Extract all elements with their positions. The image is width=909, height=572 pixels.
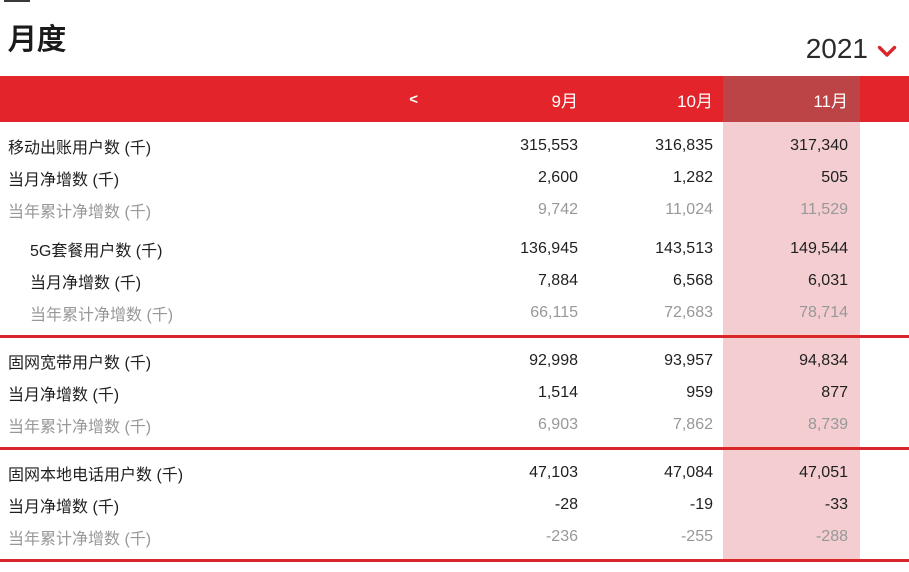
value-cell: 94,834 bbox=[799, 352, 848, 369]
value-cell: 7,862 bbox=[672, 416, 713, 433]
highlight-column-background bbox=[723, 122, 860, 559]
table-row: 固网宽带用户数 (千) 92,998 93,957 94,834 bbox=[0, 345, 909, 377]
row-label: 5G套餐用户数 (千) bbox=[30, 243, 163, 260]
table-row: 固网本地电话用户数 (千) 47,103 47,084 47,051 bbox=[0, 457, 909, 489]
row-label: 固网本地电话用户数 (千) bbox=[8, 467, 184, 484]
table-section-2: 固网宽带用户数 (千) 92,998 93,957 94,834 当月净增数 (千) 1,… bbox=[0, 338, 909, 447]
row-label: 当月净增数 (千) bbox=[8, 499, 120, 516]
page-title: 月度 bbox=[8, 24, 67, 56]
sub-group: 5G套餐用户数 (千) 136,945 143,513 149,544 当月净增数 (千… bbox=[0, 233, 909, 329]
value-cell: 877 bbox=[821, 384, 848, 401]
table-row: 当年累计净增数 (千) -236 -255 -288 bbox=[0, 521, 909, 553]
year-value: 2021 bbox=[805, 33, 868, 64]
value-cell: 72,683 bbox=[664, 304, 713, 321]
value-cell: 136,945 bbox=[520, 240, 578, 257]
value-cell: 959 bbox=[686, 384, 713, 401]
table-row: 当年累计净增数 (千) 6,903 7,862 8,739 bbox=[0, 409, 909, 441]
month-header-oct: 10月 bbox=[677, 91, 713, 111]
scroll-prev-button[interactable]: < bbox=[409, 90, 418, 108]
value-cell: 2,600 bbox=[537, 169, 578, 186]
value-cell: -28 bbox=[554, 496, 578, 513]
value-cell: 6,903 bbox=[537, 416, 578, 433]
chevron-down-icon bbox=[877, 41, 897, 58]
section-divider bbox=[0, 335, 909, 338]
year-dropdown[interactable]: 2021 bbox=[806, 34, 897, 64]
table-row: 5G套餐用户数 (千) 136,945 143,513 149,544 bbox=[0, 233, 909, 265]
group: 移动出账用户数 (千) 315,553 316,835 317,340 当月净增数 (千… bbox=[0, 130, 909, 226]
value-cell: -33 bbox=[824, 496, 848, 513]
value-cell: -19 bbox=[689, 496, 713, 513]
value-cell: 8,739 bbox=[807, 416, 848, 433]
value-cell: 47,103 bbox=[529, 464, 578, 481]
value-cell: 317,340 bbox=[790, 137, 848, 154]
value-cell: 315,553 bbox=[520, 137, 578, 154]
value-cell: -236 bbox=[545, 528, 578, 545]
value-cell: 11,529 bbox=[800, 201, 848, 218]
value-cell: 47,084 bbox=[664, 464, 713, 481]
value-cell: 47,051 bbox=[799, 464, 848, 481]
monthly-data-table: 移动出账用户数 (千) 315,553 316,835 317,340 当月净增数 (千… bbox=[0, 122, 909, 562]
row-label: 当月净增数 (千) bbox=[8, 172, 120, 189]
value-cell: 505 bbox=[821, 169, 848, 186]
value-cell: 6,568 bbox=[672, 272, 713, 289]
row-label: 移动出账用户数 (千) bbox=[8, 140, 152, 157]
row-label: 当年累计净增数 (千) bbox=[8, 204, 152, 221]
row-label: 当年累计净增数 (千) bbox=[8, 531, 152, 548]
value-cell: 1,514 bbox=[537, 384, 578, 401]
value-cell: 316,835 bbox=[655, 137, 713, 154]
header-spacer bbox=[860, 76, 909, 122]
section-divider bbox=[0, 447, 909, 450]
group: 固网宽带用户数 (千) 92,998 93,957 94,834 当月净增数 (千) 1,… bbox=[0, 345, 909, 441]
row-label: 当月净增数 (千) bbox=[30, 275, 142, 292]
row-label: 当年累计净增数 (千) bbox=[8, 419, 152, 436]
value-cell: 92,998 bbox=[529, 352, 578, 369]
value-cell: 7,884 bbox=[537, 272, 578, 289]
value-cell: 1,282 bbox=[672, 169, 713, 186]
value-cell: 6,031 bbox=[807, 272, 848, 289]
table-row: 当月净增数 (千) 1,514 959 877 bbox=[0, 377, 909, 409]
month-header-nov-highlighted: 11月 bbox=[723, 76, 860, 122]
table-section-1: 移动出账用户数 (千) 315,553 316,835 317,340 当月净增数 (千… bbox=[0, 122, 909, 335]
value-cell: 9,742 bbox=[537, 201, 578, 218]
table-row: 当月净增数 (千) 7,884 6,568 6,031 bbox=[0, 265, 909, 297]
table-header-bar: < 9月 10月 11月 bbox=[0, 76, 909, 122]
table-row: 当年累计净增数 (千) 9,742 11,024 11,529 bbox=[0, 194, 909, 226]
table-section-3: 固网本地电话用户数 (千) 47,103 47,084 47,051 当月净增数 (千)… bbox=[0, 450, 909, 559]
value-cell: -255 bbox=[680, 528, 713, 545]
table-body: 移动出账用户数 (千) 315,553 316,835 317,340 当月净增数 (千… bbox=[0, 122, 909, 562]
value-cell: -288 bbox=[815, 528, 848, 545]
section-divider bbox=[0, 559, 909, 562]
group: 固网本地电话用户数 (千) 47,103 47,084 47,051 当月净增数 (千)… bbox=[0, 457, 909, 553]
month-header-sep: 9月 bbox=[551, 91, 578, 111]
row-label: 固网宽带用户数 (千) bbox=[8, 355, 152, 372]
table-row: 当月净增数 (千) 2,600 1,282 505 bbox=[0, 162, 909, 194]
value-cell: 11,024 bbox=[665, 201, 713, 218]
value-cell: 78,714 bbox=[799, 304, 848, 321]
value-cell: 149,544 bbox=[790, 240, 848, 257]
value-cell: 66,115 bbox=[530, 304, 578, 321]
table-row: 当月净增数 (千) -28 -19 -33 bbox=[0, 489, 909, 521]
value-cell: 93,957 bbox=[664, 352, 713, 369]
value-cell: 143,513 bbox=[655, 240, 713, 257]
row-label: 当年累计净增数 (千) bbox=[30, 307, 174, 324]
table-row: 移动出账用户数 (千) 315,553 316,835 317,340 bbox=[0, 130, 909, 162]
row-label: 当月净增数 (千) bbox=[8, 387, 120, 404]
table-row: 当年累计净增数 (千) 66,115 72,683 78,714 bbox=[0, 297, 909, 329]
top-left-tick bbox=[4, 0, 30, 2]
